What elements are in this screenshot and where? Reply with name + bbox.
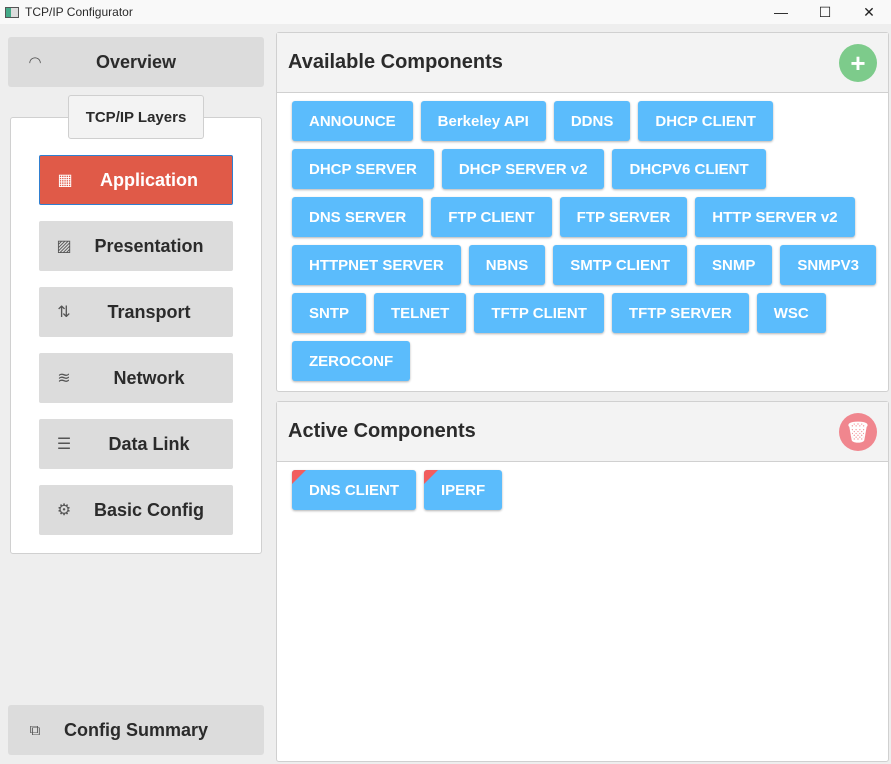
component-chip[interactable]: Berkeley API <box>420 101 546 141</box>
server-icon: ☰ <box>56 436 72 453</box>
component-label: IPERF <box>441 481 486 499</box>
app-icon <box>5 6 19 18</box>
layer-transport[interactable]: ⇅ Transport <box>39 287 233 337</box>
layer-data-link[interactable]: ☰ Data Link <box>39 419 233 469</box>
component-chip[interactable]: WSC <box>756 293 826 333</box>
grid-icon: ▦ <box>57 172 73 189</box>
wifi-icon: ≋ <box>57 370 71 387</box>
active-components-panel: Active Components 🗑 DNS CLIENT IPERF <box>276 401 889 762</box>
component-chip[interactable]: ANNOUNCE <box>292 101 413 141</box>
plus-icon[interactable]: + <box>839 44 877 82</box>
component-label: HTTPNET SERVER <box>309 256 444 274</box>
layer-label: Transport <box>107 301 191 322</box>
active-marker-icon <box>292 470 306 484</box>
component-label: DHCPV6 CLIENT <box>629 160 749 178</box>
component-chip[interactable]: TELNET <box>374 293 467 333</box>
layer-network[interactable]: ≋ Network <box>39 353 233 403</box>
component-chip[interactable]: TFTP SERVER <box>611 293 749 333</box>
active-header: Active Components 🗑 <box>277 402 888 462</box>
available-components-panel: Available Components + ANNOUNCE Berkeley … <box>276 32 889 392</box>
component-chip[interactable]: IPERF <box>424 470 503 510</box>
gear-icon: ⚙ <box>56 502 72 519</box>
maximize-button[interactable]: ☐ <box>818 3 832 20</box>
available-list: ANNOUNCE Berkeley API DDNS DHCP CLIENT DHCP … <box>277 93 888 381</box>
close-button[interactable]: ✕ <box>863 3 875 20</box>
component-chip[interactable]: FTP CLIENT <box>431 197 552 237</box>
layer-application[interactable]: ▦ Application <box>39 155 233 205</box>
component-chip[interactable]: DDNS <box>553 101 631 141</box>
component-chip[interactable]: HTTPNET SERVER <box>292 245 461 285</box>
sitemap-icon: ⧉ <box>29 721 41 739</box>
component-chip[interactable]: DHCP CLIENT <box>638 101 773 141</box>
gauge-icon: ◠ <box>28 54 42 71</box>
component-chip[interactable]: SNMP <box>695 245 773 285</box>
component-chip[interactable]: DNS CLIENT <box>292 470 416 510</box>
component-label: TFTP CLIENT <box>491 304 587 322</box>
title-bar: TCP/IP Configurator — ☐ ✕ <box>0 0 891 24</box>
component-label: NBNS <box>485 256 529 274</box>
overview-button[interactable]: ◠ Overview <box>8 37 264 87</box>
layer-presentation[interactable]: ▨ Presentation <box>39 221 233 271</box>
tcpip-layers-tab[interactable]: TCP/IP Layers <box>68 95 204 139</box>
component-label: DHCP SERVER <box>309 160 417 178</box>
component-label: TELNET <box>391 304 450 322</box>
component-chip[interactable]: DNS SERVER <box>292 197 424 237</box>
available-header: Available Components + <box>277 33 888 93</box>
active-marker-icon <box>424 470 438 484</box>
component-label: FTP SERVER <box>576 208 671 226</box>
component-label: HTTP SERVER v2 <box>712 208 838 226</box>
component-chip[interactable]: DHCP SERVER <box>292 149 434 189</box>
layer-label: Network <box>113 367 185 388</box>
arrows-up-down-icon: ⇅ <box>57 304 71 321</box>
component-chip[interactable]: FTP SERVER <box>559 197 688 237</box>
config-summary-label: Config Summary <box>63 719 209 740</box>
window-title: TCP/IP Configurator <box>25 5 133 19</box>
component-chip[interactable]: NBNS <box>468 245 546 285</box>
component-label: ANNOUNCE <box>309 112 396 130</box>
component-label: DNS CLIENT <box>309 481 399 499</box>
trash-icon[interactable]: 🗑 <box>839 413 877 451</box>
component-chip[interactable]: DHCP SERVER v2 <box>441 149 605 189</box>
component-chip[interactable]: HTTP SERVER v2 <box>695 197 855 237</box>
component-label: DHCP CLIENT <box>655 112 756 130</box>
active-list: DNS CLIENT IPERF <box>277 462 888 510</box>
layer-label: Application <box>100 169 198 190</box>
layer-label: Basic Config <box>93 499 204 520</box>
component-label: SNMP <box>712 256 756 274</box>
component-chip[interactable]: SNMPV3 <box>780 245 877 285</box>
component-label: SNMPV3 <box>797 256 860 274</box>
overview-label: Overview <box>95 51 177 72</box>
component-label: DDNS <box>570 112 614 130</box>
layer-basic-config[interactable]: ⚙ Basic Config <box>39 485 233 535</box>
component-chip[interactable]: ZEROCONF <box>292 341 411 381</box>
component-label: DNS SERVER <box>309 208 407 226</box>
image-icon: ▨ <box>56 238 72 255</box>
component-label: SNTP <box>309 304 350 322</box>
minimize-button[interactable]: — <box>774 4 788 20</box>
component-chip[interactable]: SNTP <box>292 293 367 333</box>
component-label: ZEROCONF <box>309 352 394 370</box>
component-label: SMTP CLIENT <box>570 256 670 274</box>
component-label: TFTP SERVER <box>628 304 732 322</box>
component-chip[interactable]: SMTP CLIENT <box>553 245 687 285</box>
component-chip[interactable]: TFTP CLIENT <box>474 293 604 333</box>
config-summary-button[interactable]: ⧉ Config Summary <box>8 705 264 755</box>
component-label: DHCP SERVER v2 <box>458 160 588 178</box>
available-title: Available Components <box>288 51 503 73</box>
component-label: FTP CLIENT <box>448 208 535 226</box>
component-label: Berkeley API <box>437 112 529 130</box>
layer-label: Data Link <box>108 433 190 454</box>
active-title: Active Components <box>288 420 476 442</box>
layer-label: Presentation <box>94 235 204 256</box>
component-label: WSC <box>773 304 809 322</box>
component-chip[interactable]: DHCPV6 CLIENT <box>612 149 766 189</box>
